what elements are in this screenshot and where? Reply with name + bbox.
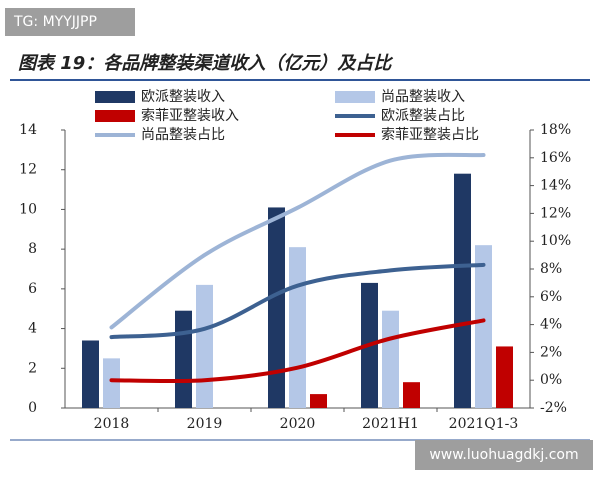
- legend-label: 索菲亚整装收入: [141, 107, 239, 124]
- legend-label: 欧派整装收入: [141, 89, 225, 105]
- watermark: TG: MYYJJPP: [13, 14, 97, 30]
- y2-tick-label: -2%: [540, 400, 567, 416]
- watermark-box: [5, 8, 135, 36]
- y-tick-label: 2: [28, 360, 37, 376]
- bar: [496, 346, 513, 408]
- y-tick-label: 8: [28, 241, 37, 257]
- y-tick-label: 14: [19, 122, 37, 138]
- watermark: www.luohuagdkj.com: [429, 447, 578, 463]
- y2-tick-label: 10%: [540, 233, 571, 249]
- watermark-box: [415, 440, 593, 470]
- y2-tick-label: 16%: [540, 150, 571, 166]
- bar: [82, 340, 99, 408]
- y-tick-label: 12: [19, 162, 37, 178]
- legend-label: 欧派整装占比: [381, 108, 465, 124]
- y2-tick-label: 6%: [540, 289, 562, 305]
- bar: [103, 358, 120, 408]
- y2-tick-label: 0%: [540, 372, 562, 388]
- chart-title: 图表 19：各品牌整装渠道收入（亿元）及占比: [18, 53, 393, 74]
- bar: [454, 173, 471, 408]
- bar: [196, 284, 213, 408]
- y2-tick-label: 2%: [540, 344, 562, 360]
- bar: [403, 382, 420, 408]
- y2-tick-label: 4%: [540, 317, 562, 333]
- y-tick-label: 6: [28, 281, 37, 297]
- line: [109, 152, 486, 330]
- y2-tick-label: 18%: [540, 122, 571, 138]
- bar: [289, 247, 306, 408]
- legend-label: 尚品整装占比: [141, 127, 225, 143]
- y-tick-label: 0: [28, 400, 37, 416]
- legend-label: 索菲亚整装占比: [381, 126, 479, 143]
- legend-swatch: [95, 110, 135, 122]
- legend-swatch: [95, 91, 135, 103]
- line: [109, 318, 486, 384]
- y2-tick-label: 14%: [540, 178, 571, 194]
- x-tick-label: 2018: [94, 416, 130, 432]
- bar: [310, 394, 327, 408]
- x-tick-label: 2021Q1-3: [449, 416, 519, 432]
- bar: [382, 310, 399, 408]
- x-tick-label: 2021H1: [362, 416, 419, 432]
- y-tick-label: 10: [19, 201, 37, 217]
- x-tick-label: 2020: [280, 416, 316, 432]
- bar: [175, 310, 192, 408]
- legend-label: 尚品整装收入: [381, 89, 465, 105]
- y2-tick-label: 8%: [540, 261, 562, 277]
- bar: [475, 245, 492, 408]
- y2-tick-label: 12%: [540, 205, 571, 221]
- line: [109, 262, 486, 340]
- y-tick-label: 4: [28, 321, 37, 337]
- x-tick-label: 2019: [187, 416, 223, 432]
- bar: [268, 207, 285, 408]
- legend-swatch: [335, 91, 375, 103]
